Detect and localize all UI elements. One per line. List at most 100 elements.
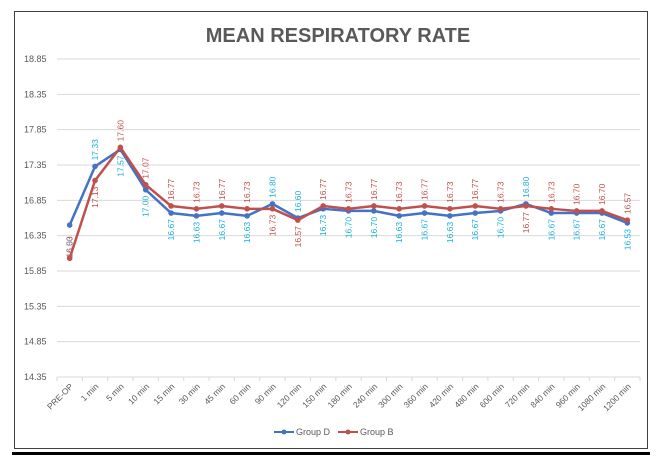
chart-frame: [14, 11, 648, 449]
data-label-group-b: 17.60: [115, 120, 125, 142]
y-tick-label: 18.85: [24, 54, 47, 64]
data-point-group-d[interactable]: [396, 213, 402, 219]
data-point-group-b[interactable]: [269, 206, 276, 212]
data-point-group-d[interactable]: [92, 163, 98, 170]
data-label-group-d: 16.80: [521, 176, 531, 198]
x-tick-label: 1 min: [79, 381, 101, 403]
data-label-group-b: 16.77: [217, 178, 227, 200]
data-point-group-b[interactable]: [168, 203, 174, 209]
x-tick-label: 150 min: [300, 381, 329, 410]
data-label-group-b: 16.77: [369, 178, 379, 200]
data-point-group-b[interactable]: [396, 206, 402, 212]
legend-label-group-b: Group B: [360, 427, 394, 437]
data-label-group-b: 16.77: [166, 178, 176, 200]
data-label-group-d: 17.33: [90, 139, 100, 161]
data-label-group-d: 16.70: [496, 217, 506, 239]
data-label-group-b: 16.03: [65, 236, 75, 258]
x-tick-label: 1200 min: [601, 381, 633, 413]
data-point-group-d[interactable]: [244, 213, 250, 219]
data-point-group-b[interactable]: [472, 203, 479, 209]
data-label-group-b: 16.57: [622, 193, 632, 215]
data-point-group-d[interactable]: [142, 186, 149, 193]
data-label-group-b: 16.57: [293, 226, 303, 248]
data-point-group-b[interactable]: [193, 206, 200, 212]
x-tick-label: 720 min: [503, 381, 532, 410]
data-point-group-b[interactable]: [523, 203, 529, 209]
data-label-group-b: 16.73: [267, 215, 277, 237]
data-point-group-b[interactable]: [447, 206, 453, 212]
data-point-group-d[interactable]: [472, 210, 479, 216]
data-point-group-b[interactable]: [66, 255, 73, 262]
x-tick-label: 15 min: [151, 381, 176, 406]
data-point-group-b[interactable]: [573, 208, 580, 214]
bottom-rule: [12, 452, 650, 455]
data-label-group-d: 16.70: [344, 217, 354, 239]
data-label-group-b: 16.73: [546, 181, 556, 203]
data-point-group-b[interactable]: [142, 181, 149, 188]
data-point-group-d[interactable]: [218, 210, 225, 216]
x-tick-label: 600 min: [478, 381, 507, 410]
x-tick-label: 180 min: [325, 381, 354, 410]
y-tick-label: 14.35: [24, 372, 47, 382]
x-tick-label: 30 min: [177, 381, 202, 406]
data-point-group-d[interactable]: [193, 213, 200, 219]
data-point-group-b[interactable]: [548, 206, 555, 212]
data-label-group-b: 17.13: [90, 186, 100, 208]
x-tick-label: 120 min: [275, 381, 304, 410]
x-tick-label: 5 min: [104, 381, 126, 403]
data-point-group-d[interactable]: [269, 201, 276, 207]
data-point-group-d[interactable]: [168, 210, 174, 216]
data-point-group-b[interactable]: [244, 206, 250, 212]
data-label-group-d: 16.53: [622, 229, 632, 251]
data-point-group-d[interactable]: [66, 222, 73, 228]
data-label-group-d: 16.67: [420, 219, 430, 241]
data-point-group-d[interactable]: [371, 208, 377, 214]
legend-item-group-b[interactable]: Group B: [338, 427, 394, 437]
data-label-group-d: 16.67: [470, 219, 480, 241]
x-tick-label: 300 min: [376, 381, 405, 410]
data-label-group-d: 16.63: [191, 222, 201, 244]
x-tick-label: 240 min: [351, 381, 380, 410]
y-axis: 18.85 18.35 17.85 17.35 16.85 16.35 15.85 15.35…: [24, 54, 47, 382]
data-point-group-b[interactable]: [295, 217, 301, 223]
data-point-group-d[interactable]: [421, 210, 428, 216]
data-label-group-d: 16.60: [293, 190, 303, 212]
x-tick-label: 10 min: [126, 381, 151, 406]
data-point-group-d[interactable]: [548, 210, 555, 216]
chart-title: MEAN RESPIRATORY RATE: [206, 25, 470, 47]
data-point-group-b[interactable]: [218, 203, 225, 209]
legend-item-group-d[interactable]: Group D: [274, 427, 331, 437]
data-point-group-b[interactable]: [117, 144, 124, 151]
x-tick-label: 45 min: [202, 381, 227, 406]
x-tick-label: 840 min: [528, 381, 557, 410]
data-point-group-b[interactable]: [345, 206, 352, 212]
legend-marker-group-d: [281, 429, 287, 435]
y-tick-label: 18.35: [24, 89, 47, 99]
data-point-group-d[interactable]: [447, 213, 453, 219]
data-label-group-d: 17.57: [115, 155, 125, 177]
data-label-group-b: 16.73: [344, 181, 354, 203]
data-point-group-b[interactable]: [599, 208, 605, 214]
x-axis: PRE-OP 1 min 5 min 10 min 15 min 30 min 45 min…: [45, 377, 641, 413]
data-label-group-d: 16.67: [597, 219, 607, 241]
data-point-group-b[interactable]: [371, 203, 377, 209]
data-label-group-b: 16.73: [445, 181, 455, 203]
y-tick-label: 15.35: [24, 301, 47, 311]
data-label-group-b: 16.70: [572, 183, 582, 205]
legend-marker-group-b: [345, 429, 351, 435]
x-tick-label: 60 min: [227, 381, 252, 406]
data-point-group-b[interactable]: [497, 206, 504, 212]
data-label-group-b: 16.73: [191, 181, 201, 203]
data-point-group-b[interactable]: [320, 203, 326, 209]
data-label-group-d: 16.63: [242, 222, 252, 244]
legend-label-group-d: Group D: [296, 427, 331, 437]
data-point-group-b[interactable]: [421, 203, 428, 209]
y-tick-label: 16.85: [24, 195, 47, 205]
data-label-group-b: 17.07: [141, 157, 151, 179]
y-tick-label: 16.35: [24, 231, 47, 241]
x-tick-label: 360 min: [401, 381, 430, 410]
data-point-group-b[interactable]: [624, 217, 631, 223]
data-point-group-b[interactable]: [92, 177, 98, 184]
data-label-group-d: 16.67: [166, 219, 176, 241]
